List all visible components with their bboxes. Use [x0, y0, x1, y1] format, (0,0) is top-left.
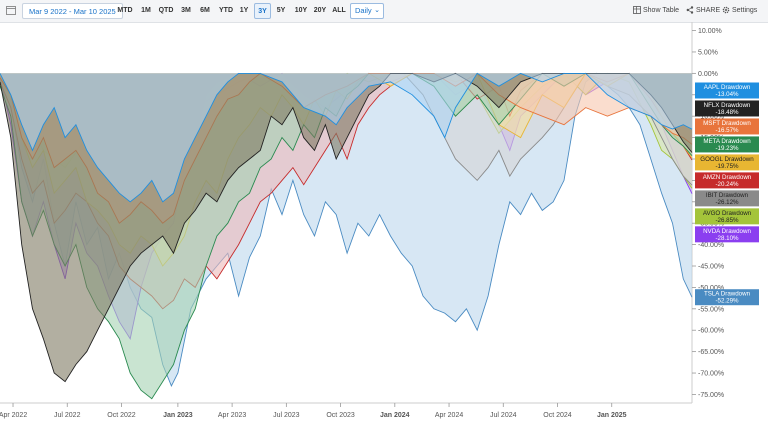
y-tick-label: -40.00%: [698, 242, 724, 249]
x-tick-label: Apr 2023: [218, 412, 247, 419]
legend-item-nflx: NFLX Drawdown-18.48%: [695, 100, 759, 117]
legend-item-nvda: NVDA Drawdown-28.10%: [695, 226, 759, 243]
legend-swatch: [695, 100, 759, 117]
y-tick-label: -70.00%: [698, 371, 724, 378]
legend-label: AAPL Drawdown: [704, 84, 751, 91]
x-tick-label: Jan 2024: [380, 412, 410, 419]
y-tick-label: -45.00%: [698, 264, 724, 271]
y-tick-label: 0.00%: [698, 71, 718, 78]
legend-swatch: [695, 172, 759, 189]
show-table-button[interactable]: Show Table: [633, 3, 679, 19]
x-tick-label: Jan 2023: [163, 412, 193, 419]
x-axis: Apr 2022 Jul 2022 Oct 2022 Jan 2023 Apr 2023…: [0, 403, 627, 419]
legend-swatch: [695, 118, 759, 135]
legend-value: -19.23%: [715, 145, 739, 152]
range-5y-button[interactable]: 5Y: [276, 7, 286, 14]
range-ytd-button[interactable]: YTD: [219, 7, 233, 14]
x-tick-label: Jul 2022: [54, 412, 81, 419]
range-6m-button[interactable]: 6M: [200, 7, 210, 14]
y-tick-label: -50.00%: [698, 285, 724, 292]
calendar-icon[interactable]: [6, 5, 16, 15]
legend-label: MSFT Drawdown: [703, 120, 751, 127]
y-tick-label: -10.00%: [698, 114, 724, 121]
legend-item-meta: META Drawdown-19.23%: [695, 136, 759, 153]
range-1y-button[interactable]: 1Y: [239, 7, 249, 14]
legend-swatch: [695, 154, 759, 171]
legend-value: -52.29%: [715, 298, 739, 305]
frequency-select[interactable]: Daily ⌄: [350, 3, 384, 19]
legend-swatch: [695, 82, 759, 99]
legend-item-msft: MSFT Drawdown-16.57%: [695, 118, 759, 135]
legend-swatch: [695, 226, 759, 243]
series-area-ibit: [403, 73, 692, 186]
legend-value: -26.85%: [715, 217, 739, 224]
legend-label: AVGO Drawdown: [703, 210, 752, 217]
x-tick-label: Jul 2023: [273, 412, 300, 419]
y-tick-label: -55.00%: [698, 306, 724, 313]
settings-button[interactable]: Settings: [722, 3, 757, 19]
x-tick-label: Apr 2024: [435, 412, 464, 419]
share-label: SHARE: [696, 7, 721, 14]
x-tick-label: Jan 2025: [597, 412, 627, 419]
legend-value: -16.57%: [715, 127, 739, 134]
legend-item-avgo: AVGO Drawdown-26.85%: [695, 208, 759, 225]
x-tick-label: Apr 2022: [0, 412, 27, 419]
share-icon: [686, 6, 694, 14]
series-areas: [0, 72, 693, 400]
show-table-label: Show Table: [643, 7, 680, 14]
legend-item-amzn: AMZN Drawdown-20.24%: [695, 172, 759, 189]
legend-value: -13.04%: [715, 91, 739, 98]
range-qtd-button[interactable]: QTD: [158, 7, 174, 14]
range-mtd-button[interactable]: MTD: [117, 7, 133, 14]
date-range-input[interactable]: Mar 9 2022 - Mar 10 2025: [22, 3, 123, 19]
range-1m-button[interactable]: 1M: [141, 7, 151, 14]
x-tick-label: Oct 2023: [326, 412, 355, 419]
chevron-down-icon: ⌄: [374, 7, 380, 14]
legend-label: AMZN Drawdown: [703, 174, 752, 181]
series-line-ibit: [403, 72, 693, 186]
legend: AAPL Drawdown-13.04%NFLX Drawdown-18.48%…: [695, 82, 759, 306]
table-icon: [633, 6, 641, 15]
legend-swatch: [695, 289, 759, 306]
legend-swatch: [695, 136, 759, 153]
y-tick-label: 5.00%: [698, 49, 718, 56]
legend-item-ibit: IBIT Drawdown-26.12%: [695, 190, 759, 207]
range-all-button[interactable]: ALL: [332, 7, 346, 14]
legend-item-googl: GOOGL Drawdown-19.75%: [695, 154, 759, 171]
legend-label: GOOGL Drawdown: [700, 156, 754, 163]
y-tick-label: 10.00%: [698, 28, 722, 35]
legend-item-aapl: AAPL Drawdown-13.04%: [695, 82, 759, 99]
legend-label: NVDA Drawdown: [703, 228, 751, 235]
drawdown-chart: 10.00%5.00%0.00%-5.00%-10.00%-15.00%-20.…: [0, 22, 759, 419]
legend-swatch: [695, 208, 759, 225]
x-tick-label: Jul 2024: [490, 412, 517, 419]
series-area-aapl: [0, 73, 692, 202]
legend-item-tsla: TSLA Drawdown-52.29%: [695, 289, 759, 306]
series-line-aapl: [0, 72, 693, 203]
legend-swatch: [695, 190, 759, 207]
toolbar: Mar 9 2022 - Mar 10 2025 MTD 1M QTD 3M 6…: [0, 0, 768, 23]
legend-label: NFLX Drawdown: [704, 102, 751, 109]
frequency-value: Daily: [355, 6, 372, 15]
range-20y-button[interactable]: 20Y: [313, 7, 327, 14]
legend-value: -18.48%: [715, 109, 739, 116]
x-tick-label: Oct 2022: [107, 412, 136, 419]
legend-value: -28.10%: [715, 235, 739, 242]
y-tick-label: -75.00%: [698, 392, 724, 399]
range-3y-button[interactable]: 3Y: [254, 3, 271, 19]
y-tick-label: -65.00%: [698, 349, 724, 356]
settings-label: Settings: [732, 7, 758, 14]
legend-label: IBIT Drawdown: [706, 192, 749, 199]
y-tick-label: -60.00%: [698, 328, 724, 335]
legend-label: META Drawdown: [703, 138, 751, 145]
x-tick-label: Oct 2024: [543, 412, 572, 419]
share-button[interactable]: SHARE: [686, 3, 720, 19]
legend-value: -19.75%: [715, 163, 739, 170]
gear-icon: [722, 6, 730, 14]
legend-value: -26.12%: [715, 199, 739, 206]
legend-label: TSLA Drawdown: [704, 291, 751, 298]
range-10y-button[interactable]: 10Y: [294, 7, 308, 14]
range-3m-button[interactable]: 3M: [181, 7, 191, 14]
legend-value: -20.24%: [715, 181, 739, 188]
